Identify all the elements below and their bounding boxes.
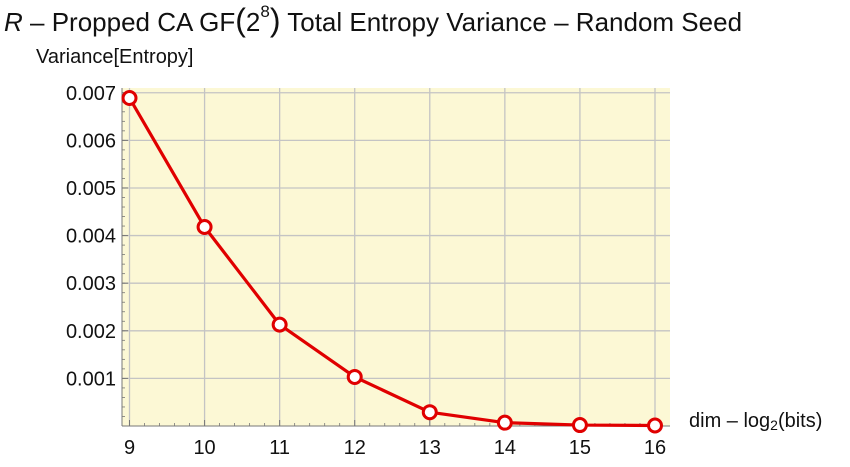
y-tick-label: 0.003 [66, 273, 116, 295]
data-point [121, 89, 138, 106]
data-point [646, 417, 663, 434]
title-power-base: 2 [245, 7, 261, 37]
x-tick-label: 11 [269, 437, 290, 459]
data-point [496, 414, 513, 431]
x-tick-label: 14 [494, 437, 516, 459]
y-axis-label: Variance[Entropy] [36, 46, 194, 68]
y-tick-label: 0.004 [66, 226, 116, 248]
data-point [271, 316, 288, 333]
title-open-paren: ( [235, 2, 246, 38]
title-text-before-power: – Propped CA GF [22, 7, 236, 37]
title-close-paren: ) [269, 2, 281, 38]
title-text-after-power: Total Entropy Variance – Random Seed [280, 7, 743, 37]
x-axis-label: dim – log2(bits) [689, 410, 822, 433]
x-tick-label: 12 [344, 437, 366, 459]
data-point [571, 417, 588, 434]
data-point [346, 368, 363, 385]
plot-background [122, 88, 670, 426]
x-axis-label-prefix: dim – log [689, 410, 771, 432]
y-tick-label: 0.006 [66, 130, 116, 152]
x-axis-label-subscript: 2 [770, 417, 778, 433]
y-tick-label: 0.007 [66, 83, 116, 105]
x-tick-label: 9 [124, 437, 135, 459]
title-italic-prefix: R [4, 7, 23, 37]
x-tick-label: 16 [644, 437, 666, 459]
x-tick-label: 10 [193, 437, 215, 459]
title-power-exponent: 8 [260, 2, 270, 22]
y-tick-label: 0.002 [66, 321, 116, 343]
x-tick-label: 15 [569, 437, 591, 459]
y-tick-label: 0.001 [66, 368, 116, 390]
series-line [128, 97, 655, 428]
x-axis-label-suffix: (bits) [777, 410, 823, 432]
y-tick-label: 0.005 [66, 178, 116, 200]
data-point [196, 219, 213, 236]
data-point [421, 404, 438, 421]
x-tick-label: 13 [419, 437, 441, 459]
chart-title: R – Propped CA GF(28) Total Entropy Vari… [4, 2, 742, 39]
